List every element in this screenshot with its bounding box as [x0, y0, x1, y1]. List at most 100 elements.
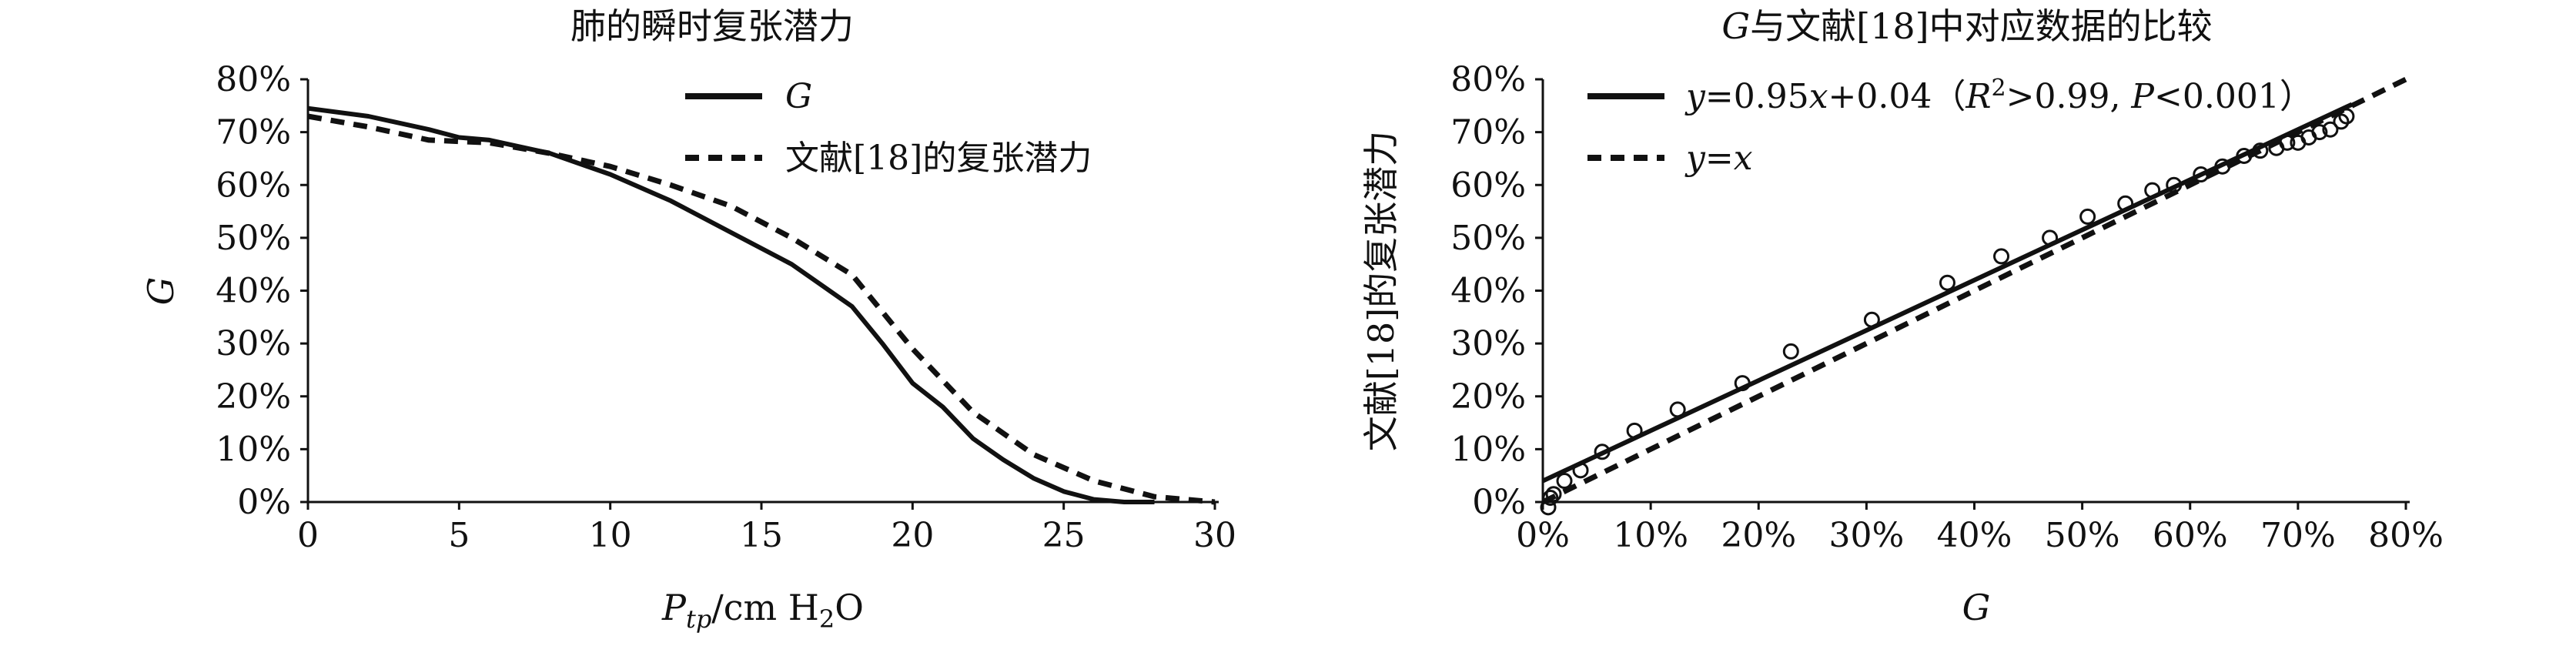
- legend-label-fit: y=0.95x+0.04（R2>0.99, P<0.001）: [1684, 75, 2313, 116]
- x-tick-label: 25: [1042, 516, 1086, 555]
- x-label-unit: /cm H: [711, 587, 819, 628]
- fit-r-sup: 2: [1992, 75, 2006, 102]
- scatter-point: [2311, 124, 2328, 141]
- series-g-line: [307, 105, 1155, 504]
- id-y: y: [1684, 139, 1706, 178]
- y-tick-label: 40%: [1450, 272, 1526, 311]
- scatter-point: [1734, 375, 1751, 392]
- fit-line: [1541, 102, 2354, 484]
- chart-right-points: [1540, 108, 2355, 516]
- scatter-point: [1993, 248, 2010, 265]
- x-label-sub-tp: tp: [686, 604, 711, 634]
- y-tick-label: 30%: [1450, 324, 1526, 363]
- scatter-point: [1540, 499, 1557, 516]
- x-tick-label: 5: [448, 516, 470, 555]
- x-label-p: P: [661, 587, 687, 628]
- y-tick-label: 10%: [1450, 430, 1526, 469]
- scatter-point: [2333, 113, 2350, 130]
- id-eq: =: [1705, 139, 1734, 178]
- scatter-point: [1594, 443, 1611, 460]
- scatter-point: [1939, 274, 1955, 291]
- x-tick-label: 50%: [2045, 516, 2120, 555]
- scatter-point: [1669, 401, 1686, 418]
- y-tick-label: 60%: [1450, 166, 1526, 205]
- scatter-point: [2214, 158, 2231, 175]
- fit-r: R: [1965, 77, 1991, 116]
- x-tick-label: 0: [297, 516, 319, 555]
- chart-left-title: 肺的瞬时复张潜力: [570, 5, 854, 47]
- legend-label-g: G: [785, 77, 812, 116]
- scatter-point: [1572, 462, 1589, 479]
- chart-right-title-rest: 与文献[18]中对应数据的比较: [1750, 5, 2212, 47]
- x-tick-label: 70%: [2260, 516, 2336, 555]
- chart-left-x-ticks: 0 5 10 15 20 25 30: [297, 502, 1236, 555]
- y-tick-label: 60%: [216, 166, 291, 205]
- chart-right-y-ticks: 0% 10% 20% 30% 40% 50% 60% 70% 80%: [1450, 60, 1543, 522]
- fit-y: y: [1684, 77, 1706, 116]
- x-tick-label: 10: [589, 516, 632, 555]
- identity-line: [1541, 76, 2407, 505]
- y-tick-label: 80%: [216, 60, 291, 99]
- fit-eq1: =0.95: [1705, 77, 1809, 116]
- fit-x: x: [1809, 77, 1828, 116]
- legend-label-identity: y=x: [1684, 139, 1753, 178]
- y-tick-label: 50%: [216, 219, 291, 258]
- y-tick-label: 70%: [216, 113, 291, 152]
- scatter-point: [1556, 473, 1573, 490]
- scatter-point: [2144, 182, 2161, 199]
- chart-right-lines: [1541, 76, 2407, 505]
- chart-right-x-label: G: [1962, 587, 1991, 628]
- series-ref18-line: [307, 113, 1216, 505]
- x-label-o: O: [835, 587, 864, 628]
- y-tick-label: 10%: [216, 430, 291, 469]
- chart-left-y-label: G: [140, 277, 182, 306]
- chart-left: 肺的瞬时复张潜力 0% 10% 20% 30% 40% 50% 60% 70% 80% 0 5 10…: [140, 5, 1236, 634]
- x-label-sub-2: 2: [819, 604, 835, 634]
- chart-left-y-ticks: 0% 10% 20% 30% 40% 50% 60% 70% 80%: [216, 60, 308, 522]
- x-tick-label: 0%: [1516, 516, 1570, 555]
- scatter-point: [2117, 195, 2134, 212]
- scatter-point: [1542, 490, 1559, 507]
- x-tick-label: 80%: [2368, 516, 2444, 555]
- chart-right: G与文献[18]中对应数据的比较 0%10%20%30%40%50%60%70%…: [1360, 5, 2444, 628]
- chart-right-title-g: G: [1721, 5, 1750, 47]
- chart-right-x-ticks: 0% 10% 20% 30% 40% 50% 60% 70% 80%: [1516, 502, 2444, 555]
- scatter-point: [1863, 311, 1880, 328]
- chart-right-y-label: 文献[18]的复张潜力: [1360, 131, 1402, 451]
- x-tick-label: 60%: [2153, 516, 2228, 555]
- x-tick-label: 15: [740, 516, 783, 555]
- scatter-point: [1626, 422, 1643, 439]
- chart-right-legend: y=0.95x+0.04（R2>0.99, P<0.001） y=x: [1587, 75, 2313, 178]
- x-tick-label: 40%: [1937, 516, 2012, 555]
- chart-left-series: [307, 105, 1216, 505]
- x-tick-label: 20: [891, 516, 934, 555]
- fit-p: P: [2130, 77, 2155, 116]
- scatter-point: [2193, 166, 2210, 183]
- fit-eq2: +0.04（: [1828, 77, 1966, 116]
- legend-label-ref18: 文献[18]的复张潜力: [785, 139, 1092, 178]
- x-tick-label: 30%: [1828, 516, 1904, 555]
- chart-left-x-label: Ptp/cm H2O: [661, 587, 864, 634]
- scatter-point: [2042, 229, 2059, 246]
- scatter-point: [2236, 148, 2253, 165]
- fit-eq3: >0.99,: [2006, 77, 2132, 116]
- y-tick-label: 0%: [1472, 483, 1526, 522]
- scatter-point: [1782, 343, 1799, 360]
- y-tick-label: 30%: [216, 324, 291, 363]
- y-tick-label: 20%: [1450, 377, 1526, 417]
- y-tick-label: 70%: [1450, 113, 1526, 152]
- id-x: x: [1734, 139, 1753, 178]
- y-tick-label: 0%: [237, 483, 291, 522]
- chart-right-title: G与文献[18]中对应数据的比较: [1721, 5, 2212, 47]
- y-tick-label: 80%: [1450, 60, 1526, 99]
- fit-eq4: <0.001）: [2154, 77, 2313, 116]
- scatter-point: [2252, 142, 2269, 159]
- scatter-point: [2079, 208, 2096, 225]
- chart-left-legend: G 文献[18]的复张潜力: [685, 77, 1092, 178]
- y-tick-label: 40%: [216, 272, 291, 311]
- x-tick-label: 20%: [1721, 516, 1796, 555]
- scatter-point: [2322, 121, 2339, 138]
- scatter-point: [1545, 486, 1562, 503]
- scatter-point: [2166, 176, 2183, 193]
